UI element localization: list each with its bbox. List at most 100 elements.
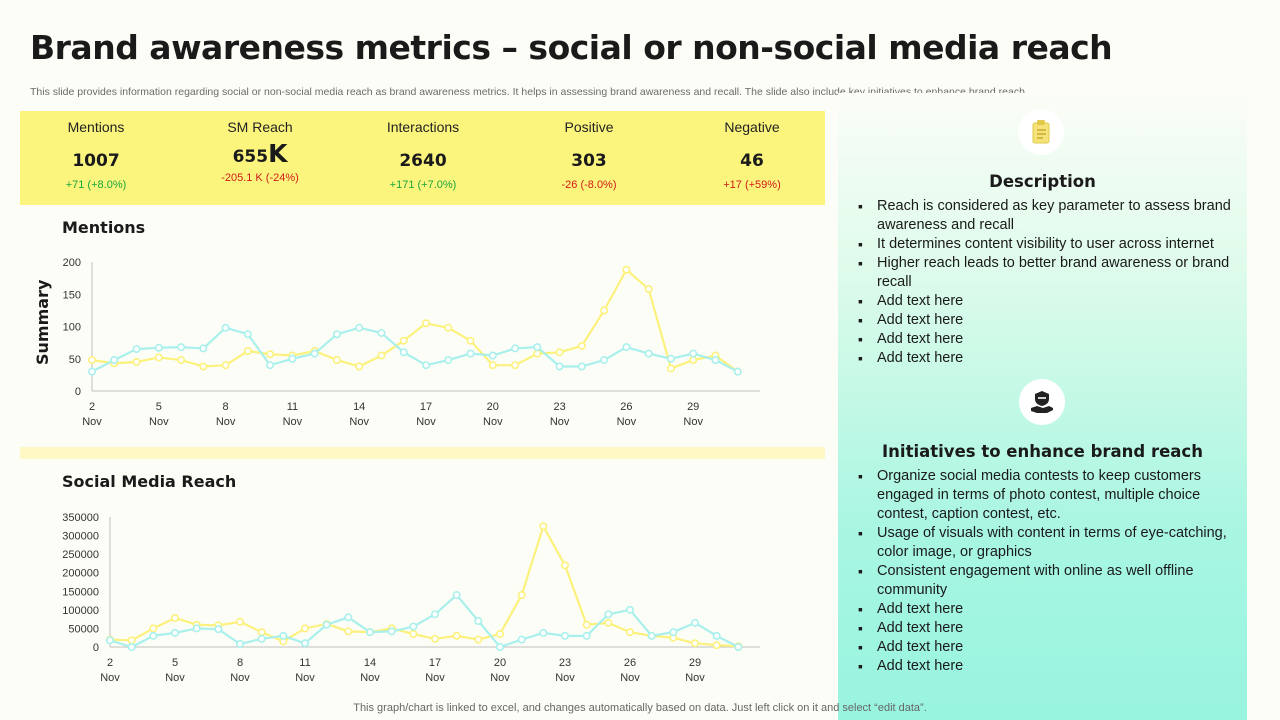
kpi-negative: Negative 46 +17 (+59%) [677,119,827,191]
kpi-number: 46 [740,151,764,171]
y-tick-label: 0 [75,386,81,398]
data-point [236,640,245,649]
x-tick-month: Nov [685,672,705,684]
x-tick-month: Nov [425,672,445,684]
x-tick-month: Nov [82,416,102,428]
list-item: Add text here [858,349,1233,368]
list-item: Reach is considered as key parameter to … [858,197,1233,235]
data-point [511,361,520,370]
data-point [106,636,115,645]
footer-note: This graph/chart is linked to excel, and… [353,702,927,714]
kpi-label: Interactions [386,119,460,135]
data-point [399,336,408,345]
list-item: Add text here [858,638,1233,657]
data-point [199,362,208,371]
data-point [560,631,569,640]
x-tick-day: 23 [553,401,565,413]
data-point [495,642,504,651]
data-point [533,343,542,352]
data-point [452,631,461,640]
data-point [421,361,430,370]
data-point [712,641,721,650]
kpi-change: +71 (+8.0%) [65,179,127,191]
data-point [733,367,742,376]
data-point [177,343,186,352]
kpi-change: -26 (-8.0%) [561,179,617,191]
data-point [712,631,721,640]
data-point [88,356,97,365]
x-tick-month: Nov [490,672,510,684]
data-point [647,631,656,640]
data-point [322,620,331,629]
data-point [474,616,483,625]
x-tick-month: Nov [360,672,380,684]
data-point [517,590,526,599]
data-point [127,636,136,645]
data-point [154,353,163,362]
series-line-2 [109,593,739,649]
x-tick-month: Nov [550,416,570,428]
kpi-unit: K [268,139,288,168]
x-tick-month: Nov [555,672,575,684]
kpi-label: Negative [724,119,780,135]
data-point [377,351,386,360]
data-point [689,349,698,358]
data-point [560,561,569,570]
x-tick-month: Nov [620,672,640,684]
data-point [110,356,119,365]
x-tick-month: Nov [230,672,250,684]
data-point [604,618,613,627]
data-point [644,349,653,358]
x-tick-month: Nov [683,416,703,428]
list-item: It determines content visibility to user… [858,235,1233,254]
y-tick-label: 350000 [62,512,99,524]
data-point [300,624,309,633]
data-point [365,628,374,637]
data-point [444,323,453,332]
data-point [221,361,230,370]
data-point [132,345,141,354]
data-point [600,356,609,365]
data-point [734,642,743,651]
data-point [430,610,439,619]
list-item: Higher reach leads to better brand aware… [858,254,1233,292]
kpi-change: +171 (+7.0%) [389,179,457,191]
x-tick-day: 26 [620,401,632,413]
list-item: Consistent engagement with online as wel… [858,562,1233,600]
x-tick-day: 11 [287,401,298,413]
x-tick-month: Nov [165,672,185,684]
kpi-value: 46 [677,143,827,172]
data-point [300,639,309,648]
y-tick-label: 200 [63,257,81,269]
mentions-chart-title: Mentions [62,218,146,237]
x-tick-month: Nov [617,416,637,428]
data-point [399,348,408,357]
kpi-number: 1007 [72,151,120,171]
data-point [666,354,675,363]
list-item: Organize social media contests to keep c… [858,467,1233,524]
data-point [488,361,497,370]
kpi-number: 655 [232,147,269,167]
data-point [669,628,678,637]
data-point [149,631,158,640]
x-tick-day: 26 [624,657,636,669]
data-point [214,625,223,634]
kpi-mentions: Mentions 1007 +71 (+8.0%) [21,119,171,191]
initiatives-heading: Initiatives to enhance brand reach [882,442,1203,461]
kpi-band: Mentions 1007 +71 (+8.0%) SM Reach 655K … [20,111,825,205]
data-point [690,639,699,648]
data-point [149,624,158,633]
data-point [488,351,497,360]
kpi-change: -205.1 K (-24%) [221,172,299,184]
data-point [430,634,439,643]
initiatives-icon-circle [1019,379,1065,425]
data-point [555,348,564,357]
data-point [266,350,275,359]
data-point [177,356,186,365]
data-point [539,628,548,637]
data-point [582,620,591,629]
list-item: Add text here [858,311,1233,330]
list-item: Add text here [858,330,1233,349]
